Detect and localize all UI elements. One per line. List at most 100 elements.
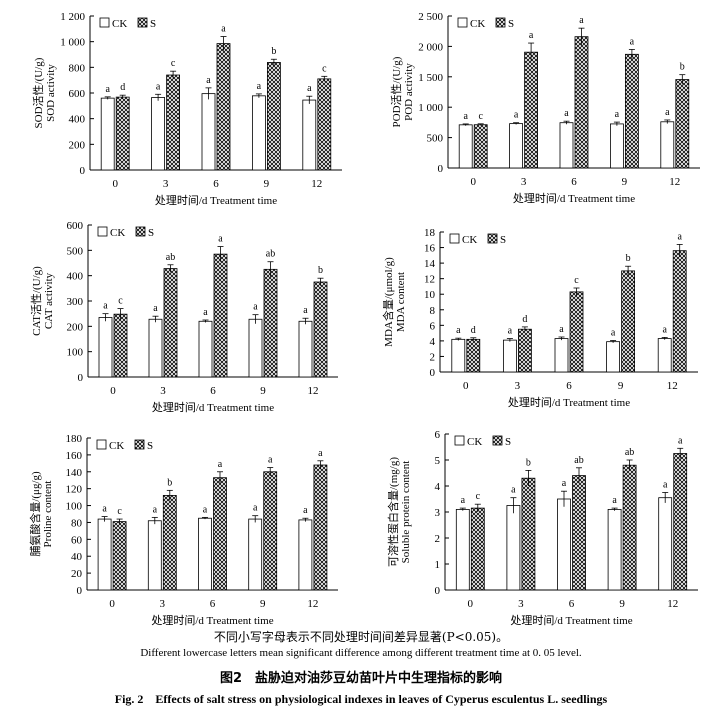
bar-s bbox=[163, 268, 178, 378]
significance-letter: a bbox=[611, 328, 616, 339]
significance-letter: b bbox=[167, 477, 172, 488]
legend-label-s: S bbox=[508, 18, 514, 30]
y-tick-label: 60 bbox=[71, 534, 83, 546]
bar-ck bbox=[147, 520, 162, 591]
y-tick-label: 40 bbox=[71, 551, 83, 563]
legend-swatch-ck bbox=[97, 226, 108, 237]
bar-s bbox=[621, 270, 635, 373]
bar-ck bbox=[557, 498, 571, 591]
legend-label-s: S bbox=[505, 436, 511, 448]
significance-letter: a bbox=[461, 495, 466, 506]
x-tick-label: 12 bbox=[667, 380, 678, 392]
significance-letter: a bbox=[662, 324, 667, 335]
significance-letter: a bbox=[153, 504, 158, 515]
bar-s bbox=[518, 328, 532, 373]
x-axis-label: 处理时间/d Treatment time bbox=[510, 614, 632, 627]
y-tick-label: 4 bbox=[435, 481, 441, 493]
y-tick-label: 500 bbox=[427, 133, 444, 145]
x-axis-label: 处理时间/d Treatment time bbox=[152, 401, 274, 414]
bar-ck bbox=[658, 497, 673, 591]
y-axis-label-cn: SOD活性/(U/g) bbox=[31, 57, 45, 128]
y-axis-label-cn: MDA含量/(μmol/g) bbox=[381, 257, 395, 347]
bar-s bbox=[466, 338, 481, 373]
bar-ck bbox=[506, 505, 521, 591]
y-tick-label: 100 bbox=[66, 501, 83, 513]
legend-swatch-s bbox=[487, 233, 498, 244]
legend-swatch-ck bbox=[457, 17, 468, 28]
bar-ck bbox=[502, 339, 517, 373]
y-tick-label: 300 bbox=[67, 296, 84, 308]
significance-letter: a bbox=[221, 24, 226, 35]
bar-ck bbox=[248, 518, 263, 591]
significance-letter: c bbox=[476, 491, 481, 502]
x-tick-label: 0 bbox=[470, 176, 476, 188]
bar-ck bbox=[610, 123, 624, 169]
legend-label-ck: CK bbox=[470, 18, 485, 30]
significance-letter: a bbox=[253, 503, 258, 514]
bar-s bbox=[673, 453, 688, 591]
legend-label-s: S bbox=[148, 227, 154, 239]
significance-letter: a bbox=[579, 15, 584, 26]
y-tick-label: 1 bbox=[435, 559, 441, 571]
x-tick-label: 9 bbox=[619, 598, 625, 610]
x-tick-label: 9 bbox=[622, 176, 628, 188]
y-tick-label: 3 bbox=[435, 507, 441, 519]
significance-letter: a bbox=[508, 326, 513, 337]
significance-letter: a bbox=[456, 325, 461, 336]
y-tick-label: 0 bbox=[435, 585, 441, 597]
significance-letter: ab bbox=[625, 447, 634, 458]
significance-letter: a bbox=[257, 81, 262, 92]
x-tick-label: 6 bbox=[213, 178, 219, 190]
y-tick-label: 1 000 bbox=[60, 37, 85, 49]
caption-note-en: Different lowercase letters mean signifi… bbox=[140, 647, 582, 659]
legend-swatch-s bbox=[492, 435, 503, 446]
significance-letter: a bbox=[630, 36, 635, 47]
x-axis-label: 处理时间/d Treatment time bbox=[155, 194, 277, 207]
y-tick-label: 0 bbox=[78, 372, 84, 384]
y-tick-label: 1 500 bbox=[418, 72, 443, 84]
legend-label-ck: CK bbox=[467, 436, 482, 448]
significance-letter: c bbox=[117, 506, 122, 517]
y-tick-label: 0 bbox=[430, 367, 436, 379]
bar-s bbox=[470, 507, 485, 591]
bar-ck bbox=[98, 317, 113, 378]
bar-ck bbox=[151, 97, 166, 171]
significance-letter: c bbox=[478, 111, 483, 122]
bar-s bbox=[675, 79, 690, 169]
bar-ck bbox=[302, 99, 317, 171]
bar-s bbox=[216, 43, 231, 171]
bar-ck bbox=[148, 318, 163, 378]
y-tick-label: 800 bbox=[69, 62, 86, 74]
y-tick-label: 80 bbox=[71, 517, 83, 529]
bar-s bbox=[266, 62, 281, 171]
y-tick-label: 14 bbox=[424, 258, 436, 270]
significance-letter: a bbox=[678, 435, 683, 446]
significance-letter: b bbox=[626, 253, 631, 264]
significance-letter: a bbox=[564, 108, 569, 119]
x-tick-label: 9 bbox=[618, 380, 624, 392]
y-tick-label: 1 000 bbox=[418, 102, 443, 114]
legend-swatch-ck bbox=[96, 439, 107, 450]
y-tick-label: 400 bbox=[67, 271, 84, 283]
significance-letter: c bbox=[118, 296, 123, 307]
y-tick-label: 400 bbox=[69, 114, 86, 126]
y-axis-label-en: Soluble protein content bbox=[400, 461, 412, 564]
x-tick-label: 6 bbox=[569, 598, 575, 610]
significance-letter: ab bbox=[266, 249, 275, 260]
bar-s bbox=[113, 313, 128, 378]
y-tick-label: 20 bbox=[71, 568, 83, 580]
significance-letter: a bbox=[665, 107, 670, 118]
y-tick-label: 8 bbox=[430, 305, 436, 317]
significance-letter: ab bbox=[166, 252, 175, 263]
y-tick-label: 0 bbox=[438, 163, 444, 175]
y-tick-label: 180 bbox=[66, 433, 83, 445]
x-axis-label: 处理时间/d Treatment time bbox=[151, 614, 273, 627]
significance-letter: ab bbox=[574, 455, 583, 466]
x-tick-label: 0 bbox=[468, 598, 474, 610]
significance-letter: c bbox=[171, 58, 176, 69]
significance-letter: a bbox=[615, 109, 620, 120]
significance-letter: d bbox=[471, 325, 476, 336]
y-axis-label-cn: 可溶性蛋白含量/(mg/g) bbox=[386, 457, 400, 567]
